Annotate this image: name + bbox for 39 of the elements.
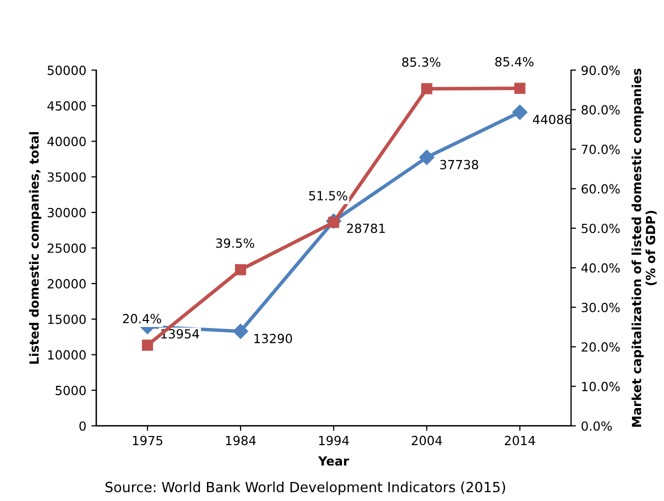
y2-tick-label: 20.0% xyxy=(582,342,620,352)
y2-axis-title: Market capitalization of listed domestic companies (% of GDP) xyxy=(632,68,657,427)
y2-tick-label: 70.0% xyxy=(582,144,620,154)
data-label: 13290 xyxy=(254,334,292,344)
data-label: 37738 xyxy=(440,160,478,170)
x-tick-label: 1994 xyxy=(319,436,349,446)
source-note: Source: World Bank World Development Indicators (2015) xyxy=(106,482,506,495)
y-tick-label: 30000 xyxy=(48,208,86,218)
x-axis-title: Year xyxy=(318,456,350,466)
y-tick-label: 20000 xyxy=(48,279,86,288)
data-label: 44086 xyxy=(532,114,572,124)
y-tick-label: 15000 xyxy=(48,314,86,324)
y-tick-label: 0 xyxy=(79,421,86,431)
y-tick-label: 35000 xyxy=(48,172,86,182)
x-tick-label: 2014 xyxy=(504,436,536,446)
y-tick-label: 50000 xyxy=(48,66,86,76)
y2-tick-label: 30.0% xyxy=(582,302,620,312)
y2-tick-label: 80.0% xyxy=(582,105,620,115)
data-label: 20.4% xyxy=(122,314,162,324)
x-tick-label: 1984 xyxy=(226,436,256,446)
data-label: 51.5% xyxy=(309,190,348,200)
data-label: 39.5% xyxy=(216,238,254,248)
y-tick-label: 5000 xyxy=(56,386,86,396)
y-axis-title: Listed domestic companies, total xyxy=(29,132,42,364)
x-tick-label: 1975 xyxy=(132,436,162,446)
y-tick-label: 25000 xyxy=(48,243,86,253)
data-label: 28781 xyxy=(347,224,385,234)
y2-tick-label: 10.0% xyxy=(582,382,620,392)
y2-tick-label: 90.0% xyxy=(582,66,620,76)
y-tick-label: 10000 xyxy=(48,350,86,360)
x-tick-label: 2004 xyxy=(412,436,442,446)
y-tick-label: 45000 xyxy=(47,101,86,111)
data-label: 85.4% xyxy=(495,57,534,66)
data-label: 85.3% xyxy=(402,57,440,67)
y2-tick-label: 0.0% xyxy=(582,421,612,431)
y-tick-label: 40000 xyxy=(47,136,86,146)
y2-tick-label: 40.0% xyxy=(581,263,620,273)
y2-tick-label: 60.0% xyxy=(582,184,620,194)
y2-tick-label: 50.0% xyxy=(582,224,620,234)
